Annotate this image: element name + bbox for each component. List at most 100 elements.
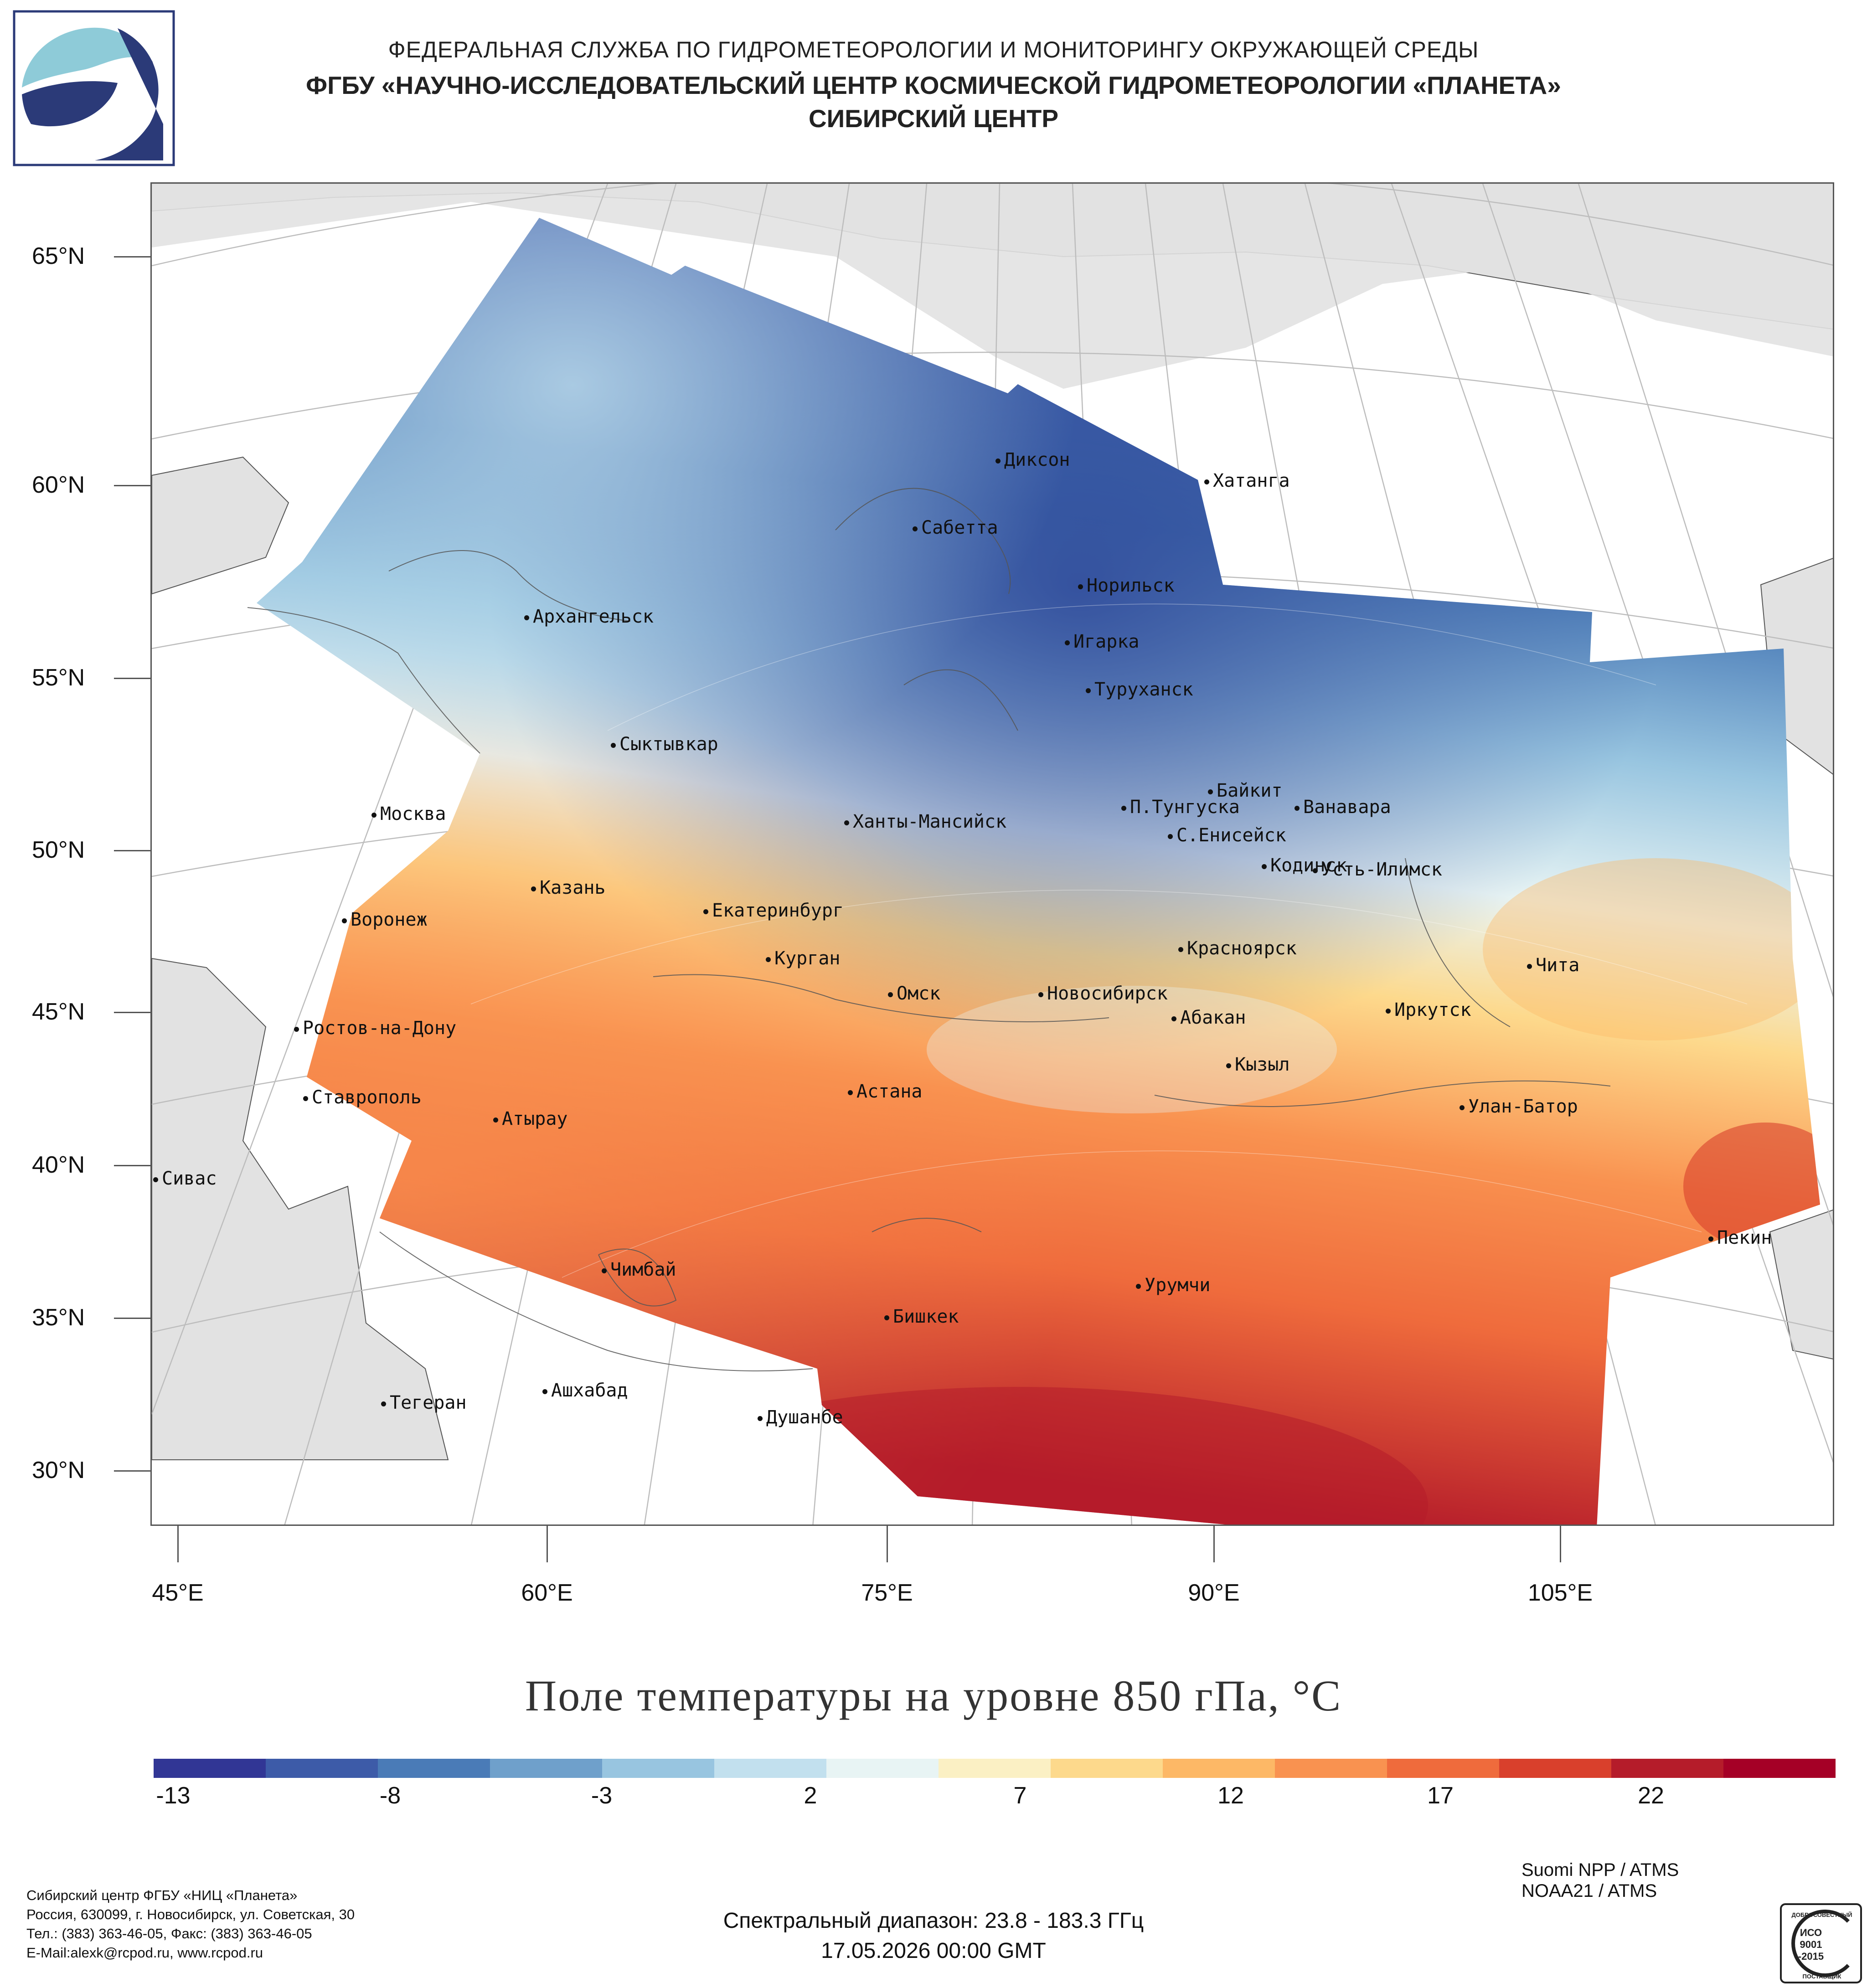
footer-product-info: Спектральный диапазон: 23.8 - 183.3 ГГц … xyxy=(0,1906,1867,1966)
colorbar-label: 2 xyxy=(804,1782,817,1809)
colorbar-label: -3 xyxy=(591,1782,613,1809)
svg-text:-2015: -2015 xyxy=(1798,1951,1824,1962)
city-marker[interactable]: Иркутск xyxy=(1386,999,1471,1020)
colorbar-swatch xyxy=(1051,1759,1163,1778)
city-marker[interactable]: Туруханск xyxy=(1086,679,1193,700)
lon-label-60: 60°E xyxy=(521,1580,573,1606)
city-marker[interactable]: Чимбай xyxy=(602,1259,676,1280)
lat-label-40: 40°N xyxy=(32,1152,85,1178)
city-marker[interactable]: Хатанга xyxy=(1204,470,1290,491)
city-marker[interactable]: Новосибирск xyxy=(1038,983,1168,1004)
temperature-map[interactable] xyxy=(152,184,1834,1526)
header-agency: ФЕДЕРАЛЬНАЯ СЛУЖБА ПО ГИДРОМЕТЕОРОЛОГИИ … xyxy=(388,37,1479,62)
map-title: Поле температуры на уровне 850 гПа, °С xyxy=(525,1671,1342,1720)
city-marker[interactable]: Ростов-на-Дону xyxy=(294,1018,456,1039)
address-line: Сибирский центр ФГБУ «НИЦ «Планета» xyxy=(26,1887,298,1903)
lat-label-55: 55°N xyxy=(32,664,85,691)
lat-label-45: 45°N xyxy=(32,999,85,1025)
footer-address: Сибирский центр ФГБУ «НИЦ «Планета» Росс… xyxy=(26,1886,355,1962)
colorbar-swatch xyxy=(1723,1759,1836,1778)
city-marker[interactable]: П.Тунгуска xyxy=(1121,797,1240,818)
colorbar-label: 22 xyxy=(1638,1782,1664,1809)
city-marker[interactable]: Абакан xyxy=(1171,1007,1246,1028)
footer-satellites: Suomi NPP / ATMS NOAA21 / ATMS xyxy=(1521,1859,1679,1901)
city-marker[interactable]: Сабетта xyxy=(913,517,998,538)
city-marker[interactable]: Бишкек xyxy=(884,1306,959,1327)
svg-text:9001: 9001 xyxy=(1800,1939,1822,1950)
satellite-instrument: Suomi NPP / ATMS xyxy=(1521,1860,1679,1880)
city-marker[interactable]: Тегеран xyxy=(381,1392,467,1413)
city-marker[interactable]: Ставрополь xyxy=(303,1087,422,1108)
city-marker[interactable]: Пекин xyxy=(1708,1227,1772,1248)
lat-label-35: 35°N xyxy=(32,1304,85,1331)
header-center: СИБИРСКИЙ ЦЕНТР xyxy=(808,104,1059,133)
city-marker[interactable]: Ханты-Мансийск xyxy=(844,811,1006,832)
map-panel[interactable] xyxy=(150,182,1834,1526)
colorbar-swatch xyxy=(266,1759,378,1778)
lon-label-105: 105°E xyxy=(1527,1580,1593,1606)
city-marker[interactable]: Воронеж xyxy=(342,909,428,930)
city-marker[interactable]: Астана xyxy=(848,1081,923,1102)
satellite-instrument: NOAA21 / ATMS xyxy=(1521,1881,1657,1901)
city-marker[interactable]: Казань xyxy=(531,877,606,898)
header-institute: ФГБУ «НАУЧНО-ИССЛЕДОВАТЕЛЬСКИЙ ЦЕНТР КОС… xyxy=(306,71,1561,99)
colorbar-swatch xyxy=(490,1759,602,1778)
svg-text:ДОБРОСОВЕСТНЫЙ: ДОБРОСОВЕСТНЫЙ xyxy=(1791,1911,1852,1918)
observation-datetime: 17.05.2026 00:00 GMT xyxy=(821,1939,1046,1963)
lon-label-45: 45°E xyxy=(152,1580,204,1606)
lon-label-75: 75°E xyxy=(861,1580,913,1606)
city-marker[interactable]: Атырау xyxy=(493,1108,568,1129)
city-marker[interactable]: Диксон xyxy=(995,449,1070,470)
colorbar-label: -8 xyxy=(379,1782,401,1809)
lat-label-30: 30°N xyxy=(32,1457,85,1483)
city-marker[interactable]: Екатеринбург xyxy=(703,900,844,921)
spectral-range: Спектральный диапазон: 23.8 - 183.3 ГГц xyxy=(723,1909,1144,1933)
colorbar-label: 12 xyxy=(1217,1782,1244,1809)
svg-text:ИСО: ИСО xyxy=(1800,1927,1822,1938)
lat-label-60: 60°N xyxy=(32,472,85,498)
city-marker[interactable]: Красноярск xyxy=(1178,938,1297,959)
city-marker[interactable]: Сыктывкар xyxy=(611,734,718,755)
city-marker[interactable]: Ванавара xyxy=(1295,797,1391,818)
iso-certificate-icon: ДОБРОСОВЕСТНЫЙ ИСО 9001 -2015 ПОСТАВЩИК xyxy=(1780,1903,1862,1983)
colorbar-swatch xyxy=(714,1759,826,1778)
colorbar xyxy=(154,1759,1836,1778)
colorbar-swatch xyxy=(378,1759,490,1778)
address-line[interactable]: E-Mail:alexk@rcpod.ru, www.rcpod.ru xyxy=(26,1945,263,1961)
colorbar-swatch xyxy=(1611,1759,1723,1778)
lat-label-65: 65°N xyxy=(32,243,85,269)
colorbar-label: -13 xyxy=(156,1782,191,1809)
city-marker[interactable]: Норильск xyxy=(1078,575,1175,596)
colorbar-swatch xyxy=(939,1759,1051,1778)
city-marker[interactable]: Архангельск xyxy=(524,606,654,627)
planeta-logo-icon xyxy=(13,10,175,166)
city-marker[interactable]: Сивас xyxy=(153,1168,217,1189)
lon-label-90: 90°E xyxy=(1188,1580,1240,1606)
city-marker[interactable]: Душанбе xyxy=(758,1407,843,1428)
city-marker[interactable]: Урумчи xyxy=(1136,1275,1211,1296)
city-marker[interactable]: Кызыл xyxy=(1226,1054,1289,1075)
city-marker[interactable]: Ашхабад xyxy=(542,1380,628,1401)
city-marker[interactable]: Чита xyxy=(1527,955,1579,976)
city-marker[interactable]: Байкит xyxy=(1208,780,1283,801)
city-marker[interactable]: Омск xyxy=(888,983,940,1004)
colorbar-swatch xyxy=(1387,1759,1499,1778)
lat-label-50: 50°N xyxy=(32,837,85,863)
colorbar-label: 7 xyxy=(1013,1782,1027,1809)
svg-text:ПОСТАВЩИК: ПОСТАВЩИК xyxy=(1803,1973,1841,1980)
city-marker[interactable]: Усть-Илимск xyxy=(1313,859,1442,880)
colorbar-swatch xyxy=(1163,1759,1275,1778)
city-marker[interactable]: Кодинск xyxy=(1262,855,1347,876)
colorbar-swatch xyxy=(826,1759,939,1778)
city-marker[interactable]: С.Енисейск xyxy=(1168,825,1286,846)
address-line: Россия, 630099, г. Новосибирск, ул. Сове… xyxy=(26,1906,355,1922)
city-marker[interactable]: Улан-Батор xyxy=(1460,1096,1578,1117)
city-marker[interactable]: Москва xyxy=(371,803,446,824)
colorbar-swatch xyxy=(1275,1759,1387,1778)
city-marker[interactable]: Игарка xyxy=(1065,631,1140,652)
colorbar-label: 17 xyxy=(1427,1782,1454,1809)
colorbar-swatch xyxy=(602,1759,714,1778)
city-marker[interactable]: Курган xyxy=(766,948,841,969)
colorbar-swatch xyxy=(154,1759,266,1778)
address-line: Тел.: (383) 363-46-05, Факс: (383) 363-4… xyxy=(26,1926,312,1942)
